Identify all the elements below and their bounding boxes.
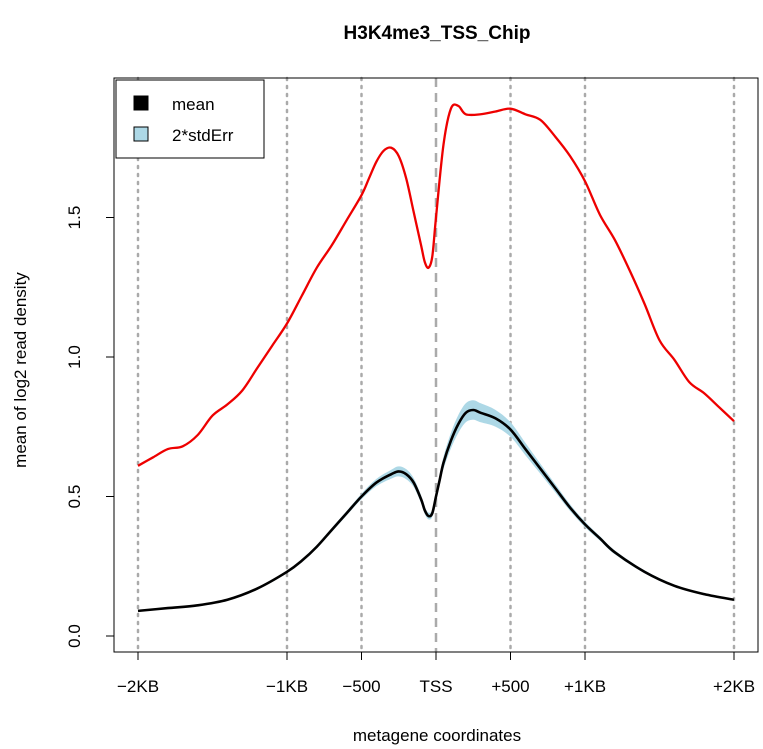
- y-tick-label: 0.0: [65, 624, 84, 648]
- x-tick-label: +500: [491, 677, 529, 696]
- series-line-mean: [137, 408, 735, 613]
- legend-box: [115, 79, 265, 159]
- legend-label-mean: mean: [172, 95, 215, 114]
- legend-swatch-mean: [133, 95, 149, 111]
- y-axis: 0.0 0.5 1.0 1.5: [65, 206, 115, 648]
- gridlines: [136, 76, 736, 654]
- legend: mean 2*stdErr: [115, 79, 265, 159]
- chart-title: H3K4me3_TSS_Chip: [344, 23, 531, 44]
- legend-swatch-stderr: [133, 126, 149, 142]
- x-axis-label: metagene coordinates: [353, 726, 521, 745]
- x-tick-label: −500: [342, 677, 380, 696]
- y-tick-label: 1.0: [65, 345, 84, 369]
- x-tick-label: −1KB: [266, 677, 308, 696]
- x-tick-label: TSS: [419, 677, 452, 696]
- y-axis-label: mean of log2 read density: [11, 272, 30, 468]
- x-tick-label: −2KB: [117, 677, 159, 696]
- y-tick-label: 1.5: [65, 206, 84, 230]
- x-axis: −2KB −1KB −500 TSS +500 +1KB +2KB: [117, 651, 755, 696]
- series-line-red: [137, 103, 735, 467]
- y-tick-label: 0.5: [65, 485, 84, 509]
- legend-label-stderr: 2*stdErr: [172, 126, 234, 145]
- x-tick-label: +2KB: [713, 677, 755, 696]
- x-tick-label: +1KB: [564, 677, 606, 696]
